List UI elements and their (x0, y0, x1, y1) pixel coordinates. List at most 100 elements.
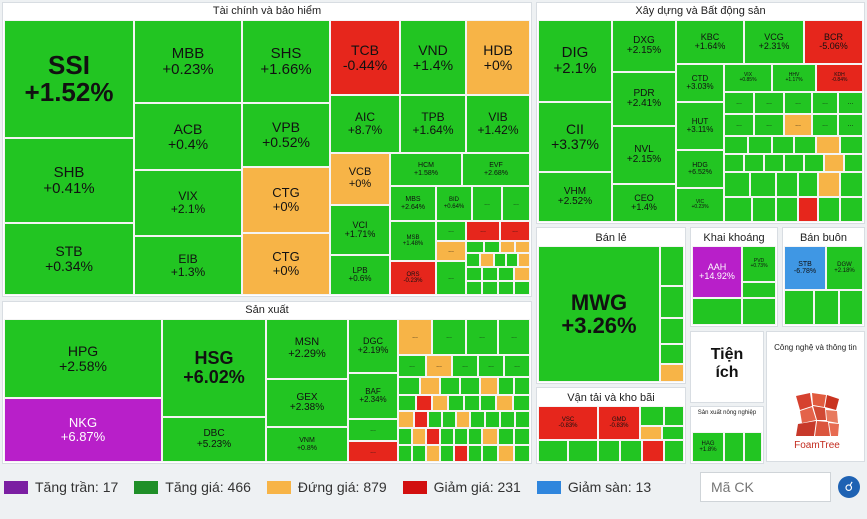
tile-small[interactable] (470, 411, 485, 428)
tile-hpg[interactable]: HPG +2.58% (4, 319, 162, 398)
tile-small[interactable] (460, 377, 480, 395)
tile-small[interactable]: ... (500, 221, 530, 241)
tile-small[interactable] (794, 136, 816, 154)
tile-dgc[interactable]: DGC +2.19% (348, 319, 398, 373)
tile-small[interactable]: ... (754, 114, 784, 136)
tile-small[interactable] (660, 286, 684, 318)
tile-small[interactable] (840, 172, 863, 197)
tile-lpb[interactable]: LPB +0.6% (330, 255, 390, 295)
tile-vnd[interactable]: VND +1.4% (400, 20, 466, 95)
tile-small[interactable] (798, 172, 818, 197)
tile-ceo[interactable]: CEO +1.4% (612, 184, 676, 222)
tile-small[interactable] (538, 440, 568, 462)
tile-nkg[interactable]: NKG +6.87% (4, 398, 162, 462)
tile-pvd[interactable]: PVD +0.73% (742, 246, 776, 282)
tile-dgw[interactable]: DGW +2.18% (826, 246, 863, 290)
tile-stb[interactable]: STB +0.34% (4, 223, 134, 295)
tile-small[interactable] (432, 395, 448, 411)
tile-small[interactable] (398, 395, 416, 411)
tile-small[interactable] (482, 428, 498, 445)
tile-vix[interactable]: VIX +2.1% (134, 170, 242, 236)
tile-small[interactable] (498, 281, 514, 295)
tile-hcm[interactable]: HCM +1.58% (390, 153, 462, 186)
tile-hdg[interactable]: HDG +6.52% (676, 150, 724, 188)
tile-small[interactable] (514, 445, 530, 462)
tile-small[interactable]: ... (504, 355, 530, 377)
tile-small[interactable] (772, 136, 794, 154)
tile-kbc[interactable]: KBC +1.64% (676, 20, 744, 64)
tile-small[interactable]: ... (436, 241, 466, 261)
tile-small[interactable] (742, 282, 776, 298)
tile-small[interactable] (466, 267, 482, 281)
tile-small[interactable]: ... (432, 319, 466, 355)
tile-small[interactable]: ... (348, 441, 398, 462)
tile-small[interactable] (500, 411, 515, 428)
tile-small[interactable] (818, 172, 840, 197)
tile-dig[interactable]: DIG +2.1% (538, 20, 612, 102)
tile-small[interactable] (514, 267, 530, 281)
tile-small[interactable] (448, 395, 464, 411)
tile-small[interactable] (660, 364, 684, 382)
tile-ctg[interactable]: CTG +0% (242, 233, 330, 295)
tile-small[interactable]: ... (426, 355, 452, 377)
tile-small[interactable] (398, 377, 420, 395)
tile-hag[interactable]: HAG +1.8% (692, 432, 724, 462)
tile-small[interactable] (662, 426, 684, 440)
tile-small[interactable]: ... (754, 92, 784, 114)
tile-hhv[interactable]: HHV +1.17% (772, 64, 816, 92)
tile-small[interactable] (468, 428, 482, 445)
tile-small[interactable]: ... (452, 355, 478, 377)
tile-small[interactable] (640, 406, 664, 426)
tile-ors[interactable]: ORS -0.23% (390, 261, 436, 295)
tile-small[interactable] (440, 428, 454, 445)
tile-small[interactable] (818, 197, 840, 222)
tile-small[interactable]: ... (498, 319, 530, 355)
tile-small[interactable] (724, 154, 744, 172)
tile-small[interactable] (498, 267, 514, 281)
tile-small[interactable] (468, 445, 482, 462)
tile-small[interactable] (764, 154, 784, 172)
tile-bcr[interactable]: BCR -5.06% (804, 20, 863, 64)
tile-vci[interactable]: VCI +1.71% (330, 205, 390, 255)
tile-small[interactable]: ... (724, 92, 754, 114)
tile-small[interactable] (514, 428, 530, 445)
tile-mwg[interactable]: MWG +3.26% (538, 246, 660, 382)
tile-small[interactable] (816, 136, 840, 154)
tile-small[interactable]: ... (812, 114, 838, 136)
tile-tcb[interactable]: TCB -0.44% (330, 20, 400, 95)
tile-gmd[interactable]: GMD -0.83% (598, 406, 640, 440)
tile-shs[interactable]: SHS +1.66% (242, 20, 330, 103)
tile-vix[interactable]: VIX +0.85% (724, 64, 772, 92)
tile-small[interactable] (498, 428, 514, 445)
tile-shb[interactable]: SHB +0.41% (4, 138, 134, 223)
tile-small[interactable] (466, 253, 480, 267)
tile-vsc[interactable]: VSC -0.83% (538, 406, 598, 440)
tile-small[interactable]: ... (466, 221, 500, 241)
tile-small[interactable] (750, 172, 776, 197)
tile-small[interactable] (660, 344, 684, 364)
tile-small[interactable] (484, 241, 500, 253)
tile-small[interactable] (498, 377, 514, 395)
tile-baf[interactable]: BAF +2.34% (348, 373, 398, 419)
tile-small[interactable] (840, 197, 863, 222)
tile-small[interactable] (398, 428, 412, 445)
tile-small[interactable] (664, 406, 684, 426)
tile-small[interactable] (420, 377, 440, 395)
tile-dxg[interactable]: DXG +2.15% (612, 20, 676, 72)
tile-ssi[interactable]: SSI +1.52% (4, 20, 134, 138)
tile-bid[interactable]: BID +0.64% (436, 186, 472, 221)
tile-small[interactable]: ... (436, 221, 466, 241)
tile-small[interactable] (724, 432, 744, 462)
tile-small[interactable]: ... (466, 319, 498, 355)
tile-small[interactable] (824, 154, 844, 172)
tile-small[interactable] (482, 281, 498, 295)
tile-small[interactable] (776, 172, 798, 197)
tile-small[interactable] (485, 411, 500, 428)
tile-small[interactable] (513, 395, 530, 411)
tile-kdh[interactable]: KDH -0.84% (816, 64, 863, 92)
tile-ctg[interactable]: CTG +0% (242, 167, 330, 233)
tile-vcg[interactable]: VCG +2.31% (744, 20, 804, 64)
tile-small[interactable] (480, 377, 498, 395)
tile-small[interactable] (482, 445, 498, 462)
tile-hsg[interactable]: HSG +6.02% (162, 319, 266, 417)
